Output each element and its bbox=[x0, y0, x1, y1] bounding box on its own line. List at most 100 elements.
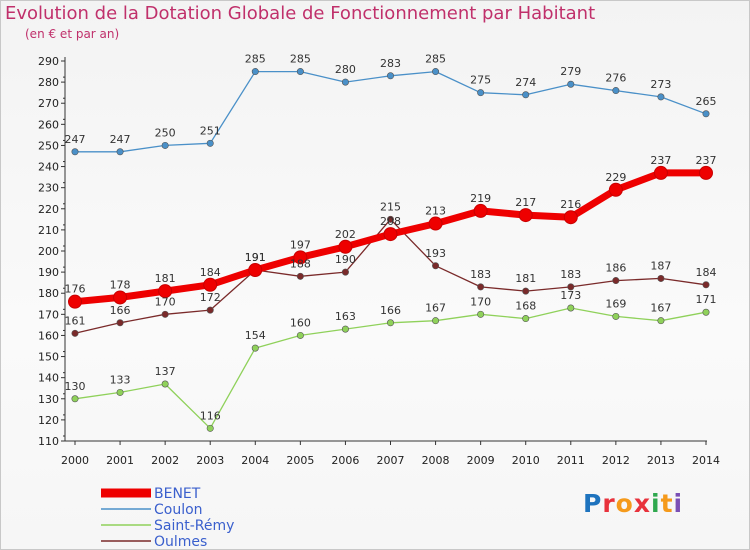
data-label: 171 bbox=[696, 293, 717, 306]
y-tick-label: 120 bbox=[38, 414, 59, 427]
data-label: 167 bbox=[650, 302, 671, 315]
data-point bbox=[251, 68, 259, 76]
data-point bbox=[386, 319, 394, 327]
data-point bbox=[522, 287, 530, 295]
data-point bbox=[653, 165, 668, 180]
y-tick-label: 130 bbox=[38, 393, 59, 406]
y-tick-label: 220 bbox=[38, 203, 59, 216]
y-tick-label: 110 bbox=[38, 435, 59, 448]
x-tick-label: 2002 bbox=[151, 454, 179, 467]
data-point bbox=[567, 80, 575, 88]
x-tick-label: 2014 bbox=[692, 454, 720, 467]
data-point bbox=[71, 329, 79, 337]
data-label: 237 bbox=[650, 154, 671, 167]
data-label: 237 bbox=[696, 154, 717, 167]
data-point bbox=[657, 274, 665, 282]
data-label: 167 bbox=[425, 302, 446, 315]
data-label: 181 bbox=[155, 272, 176, 285]
data-point bbox=[161, 310, 169, 318]
logo-letter: o bbox=[615, 489, 634, 518]
y-tick-label: 240 bbox=[38, 161, 59, 174]
data-point bbox=[296, 68, 304, 76]
data-point bbox=[341, 268, 349, 276]
data-point bbox=[341, 78, 349, 86]
data-point bbox=[657, 317, 665, 325]
data-label: 161 bbox=[65, 314, 86, 327]
y-tick-label: 190 bbox=[38, 266, 59, 279]
y-tick-label: 180 bbox=[38, 287, 59, 300]
data-label: 247 bbox=[65, 133, 86, 146]
data-point bbox=[296, 331, 304, 339]
data-label: 166 bbox=[380, 304, 401, 317]
data-label: 213 bbox=[425, 205, 446, 218]
x-tick-label: 2008 bbox=[422, 454, 450, 467]
data-point bbox=[432, 262, 440, 270]
proxiti-logo: Proxiti bbox=[583, 489, 683, 518]
data-label: 137 bbox=[155, 365, 176, 378]
data-point bbox=[702, 308, 710, 316]
data-label: 176 bbox=[65, 283, 86, 296]
data-label: 208 bbox=[380, 215, 401, 228]
y-tick-label: 290 bbox=[38, 55, 59, 68]
data-point bbox=[251, 344, 259, 352]
data-label: 178 bbox=[110, 278, 131, 291]
data-label: 229 bbox=[605, 171, 626, 184]
y-tick-label: 160 bbox=[38, 329, 59, 342]
x-tick-label: 2009 bbox=[467, 454, 495, 467]
data-label: 116 bbox=[200, 409, 221, 422]
data-label: 183 bbox=[560, 268, 581, 281]
legend-label: Oulmes bbox=[154, 534, 207, 550]
data-label: 154 bbox=[245, 329, 266, 342]
x-tick-label: 2013 bbox=[647, 454, 675, 467]
data-point bbox=[386, 72, 394, 80]
chart-title: Evolution de la Dotation Globale de Fonc… bbox=[5, 3, 596, 24]
data-label: 219 bbox=[470, 192, 491, 205]
data-label: 168 bbox=[515, 300, 536, 313]
data-label: 216 bbox=[560, 198, 581, 211]
data-point bbox=[113, 290, 128, 305]
data-label: 279 bbox=[560, 65, 581, 78]
data-point bbox=[477, 283, 485, 291]
x-tick-label: 2012 bbox=[602, 454, 630, 467]
chart-subtitle: (en € et par an) bbox=[25, 27, 120, 41]
y-tick-label: 250 bbox=[38, 139, 59, 152]
data-point bbox=[432, 317, 440, 325]
data-label: 133 bbox=[110, 373, 131, 386]
data-point bbox=[386, 215, 394, 223]
data-point bbox=[699, 165, 713, 180]
data-label: 169 bbox=[605, 297, 626, 310]
data-label: 170 bbox=[470, 295, 491, 308]
logo-letter: i bbox=[651, 489, 661, 518]
x-tick-label: 2005 bbox=[286, 454, 314, 467]
data-label: 188 bbox=[290, 257, 311, 270]
chart-axes: 110 120 130 140 150 160 170 180 190 200 210 220 230 2… bbox=[38, 55, 720, 467]
data-label: 274 bbox=[515, 76, 536, 89]
data-label: 250 bbox=[155, 126, 176, 139]
logo-letter: r bbox=[602, 489, 616, 518]
data-label: 170 bbox=[155, 295, 176, 308]
data-label: 187 bbox=[650, 259, 671, 272]
y-tick-label: 270 bbox=[38, 97, 59, 110]
data-point bbox=[522, 315, 530, 323]
data-point bbox=[296, 272, 304, 280]
data-label: 184 bbox=[200, 266, 221, 279]
data-point bbox=[702, 110, 710, 118]
data-point bbox=[116, 148, 124, 156]
data-point bbox=[567, 283, 575, 291]
y-tick-label: 230 bbox=[38, 182, 59, 195]
data-point bbox=[293, 250, 308, 265]
data-label: 184 bbox=[696, 266, 717, 279]
x-tick-label: 2007 bbox=[377, 454, 405, 467]
data-label: 202 bbox=[335, 228, 356, 241]
x-tick-label: 2006 bbox=[331, 454, 359, 467]
data-label: 285 bbox=[425, 53, 446, 66]
data-point bbox=[428, 216, 443, 231]
data-label: 275 bbox=[470, 74, 491, 87]
data-point bbox=[206, 306, 214, 314]
data-label: 130 bbox=[65, 380, 86, 393]
data-label: 166 bbox=[110, 304, 131, 317]
data-label: 183 bbox=[470, 268, 491, 281]
data-point bbox=[116, 388, 124, 396]
data-point bbox=[612, 277, 620, 285]
